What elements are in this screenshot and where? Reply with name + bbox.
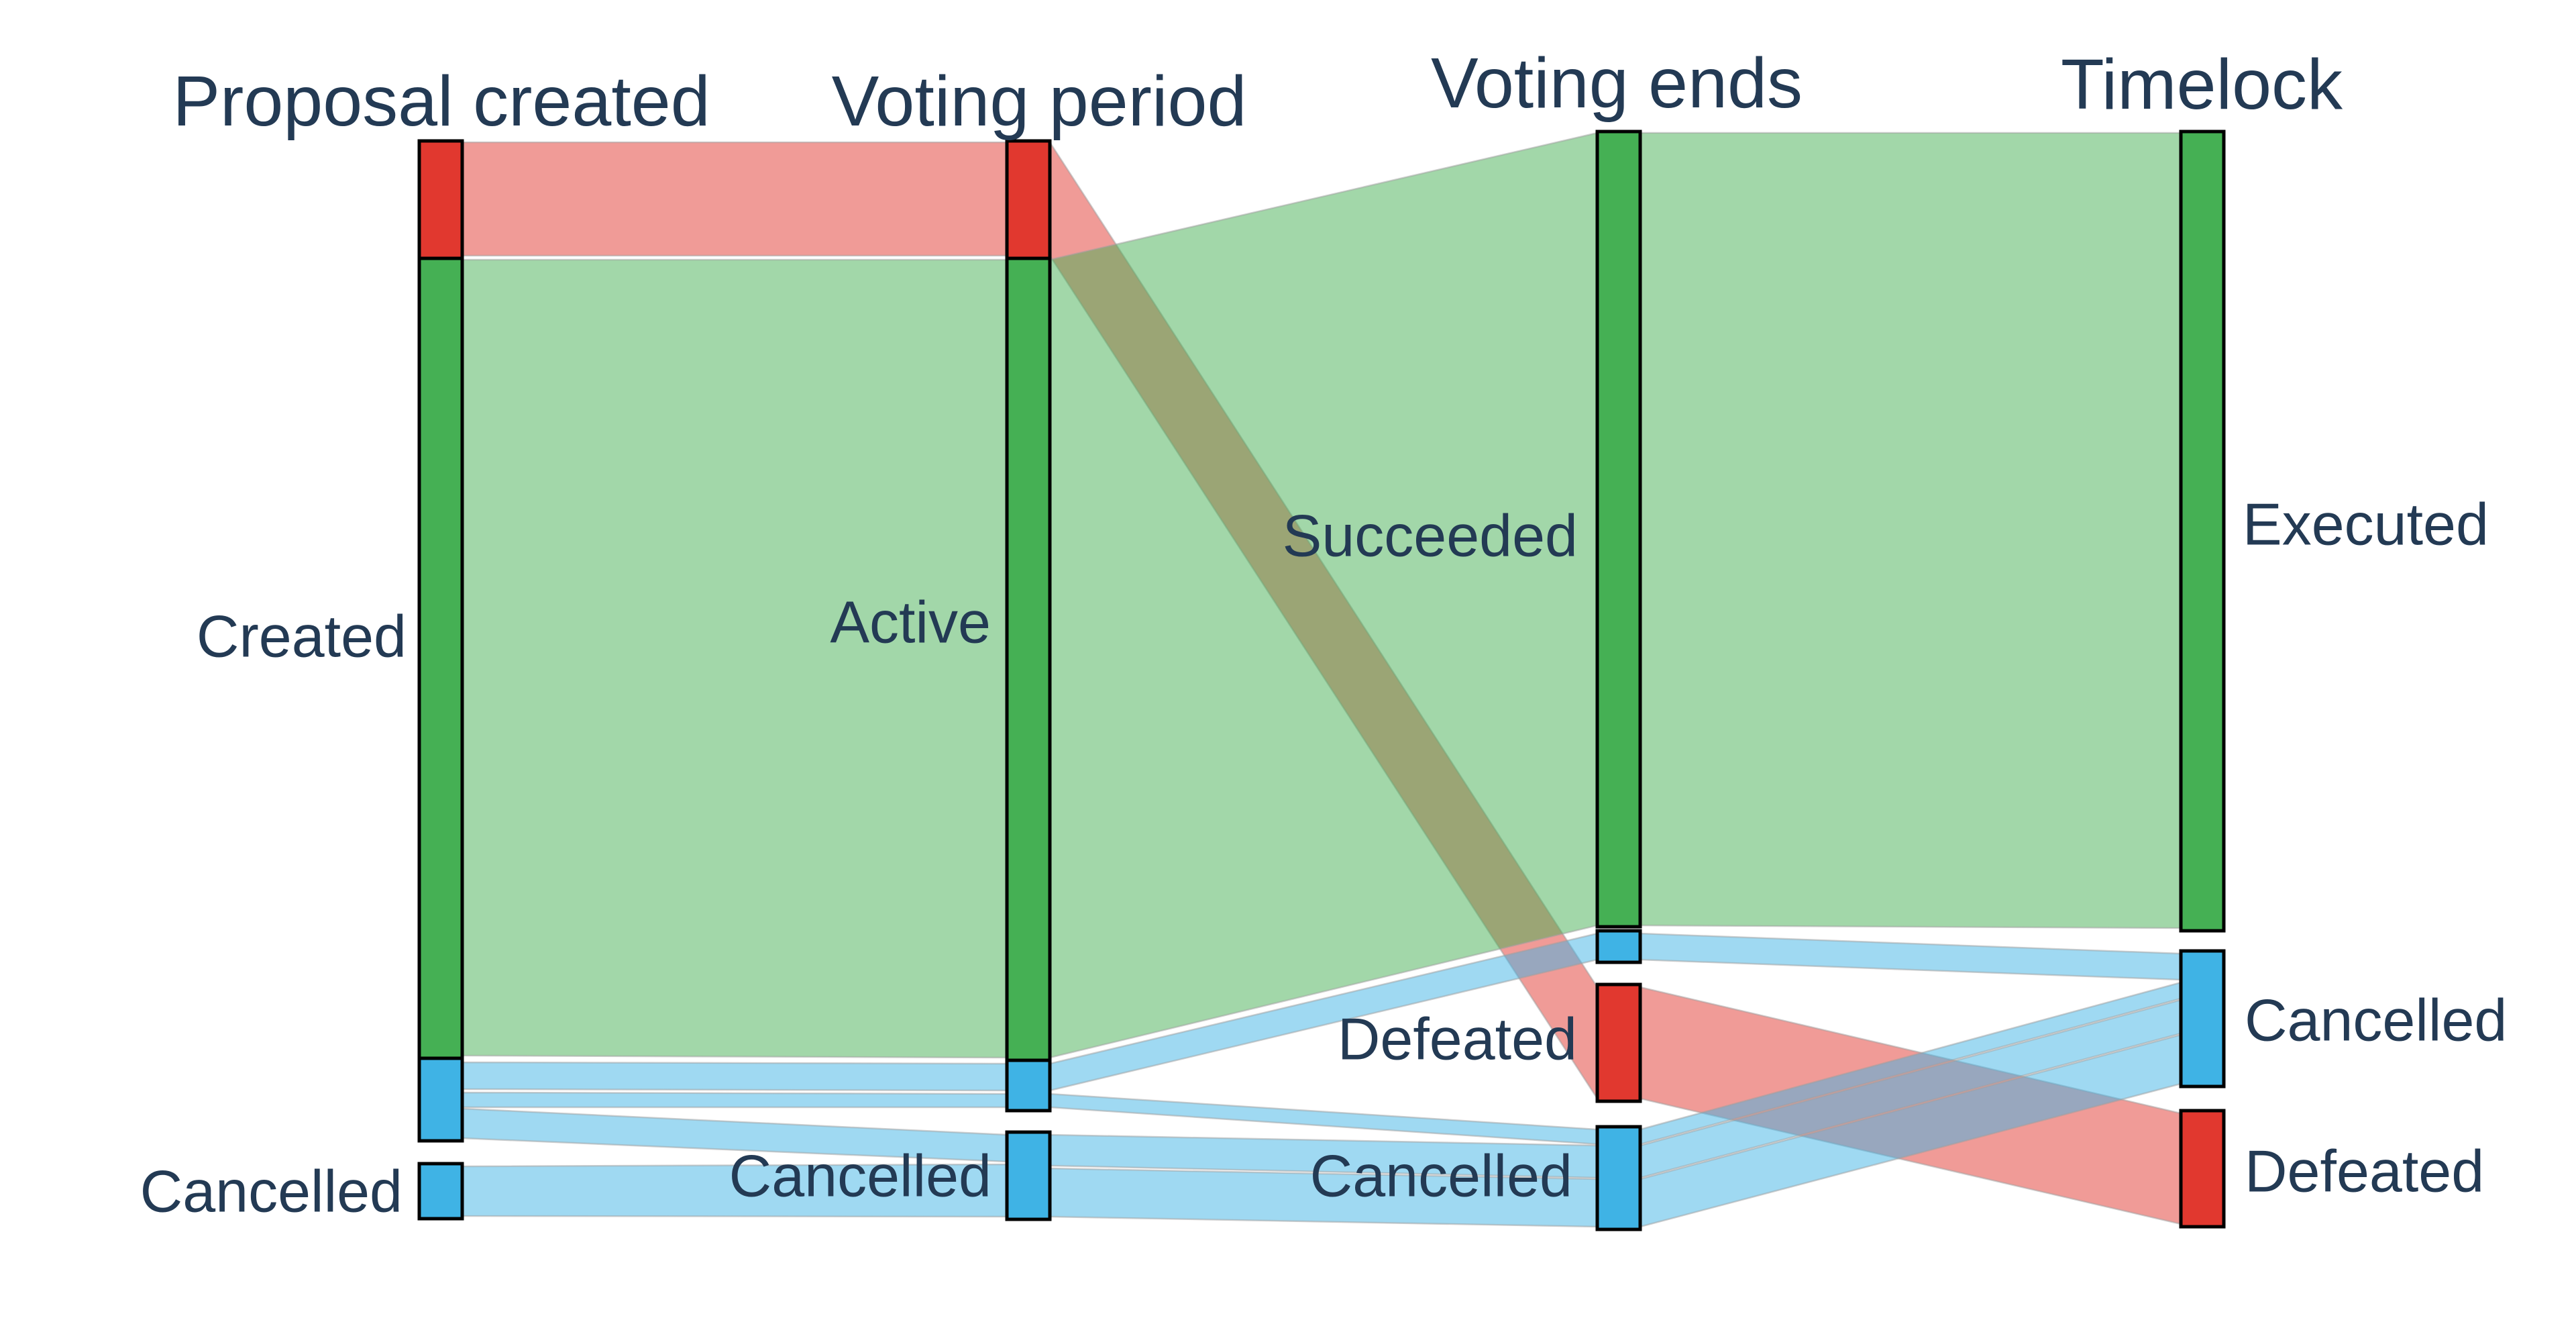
sankey-node-cancelled-4[interactable] xyxy=(2179,949,2226,1088)
sankey-node-cancelled-1[interactable] xyxy=(417,1162,464,1221)
sankey-link-created-red-to-voting-red[interactable] xyxy=(461,141,1008,257)
sankey-link-succeeded-to-executed[interactable] xyxy=(1639,132,2182,929)
sankey-node-created[interactable] xyxy=(417,256,464,1060)
node-label-created: Created xyxy=(197,603,407,670)
sankey-link-created-blue-to-active-blue[interactable] xyxy=(461,1061,1008,1092)
node-label-active: Active xyxy=(830,589,991,656)
sankey-node-defeated-3[interactable] xyxy=(1595,982,1642,1103)
sankey-node-active-blue[interactable] xyxy=(1005,1058,1052,1113)
sankey-node-executed[interactable] xyxy=(2179,130,2226,933)
stage-header-2: Voting ends xyxy=(1431,44,1803,123)
sankey-nodes xyxy=(417,130,2226,1231)
stage-header-0: Proposal created xyxy=(172,62,710,141)
sankey-link-created-blue-to-active-blue[interactable] xyxy=(461,1091,1008,1109)
node-label-defeated-4: Defeated xyxy=(2245,1138,2484,1205)
node-label-cancelled-2: Cancelled xyxy=(729,1143,991,1209)
sankey-node-created-blue[interactable] xyxy=(417,1056,464,1143)
sankey-node-succeeded[interactable] xyxy=(1595,130,1642,929)
stage-header-3: Timelock xyxy=(2061,45,2343,124)
node-label-cancelled-3: Cancelled xyxy=(1310,1143,1572,1209)
sankey-link-created-to-active[interactable] xyxy=(461,258,1008,1059)
sankey-link-active-to-succeeded[interactable] xyxy=(1049,132,1599,1059)
sankey-node-cancelled-2[interactable] xyxy=(1005,1130,1052,1221)
sankey-node-created-red[interactable] xyxy=(417,139,464,260)
sankey-node-succeeded-blue[interactable] xyxy=(1595,929,1642,964)
sankey-node-active[interactable] xyxy=(1005,256,1052,1062)
node-label-cancelled-1: Cancelled xyxy=(140,1158,402,1225)
stage-header-1: Voting period xyxy=(832,62,1247,141)
node-label-defeated-3: Defeated xyxy=(1338,1006,1577,1072)
node-label-cancelled-4: Cancelled xyxy=(2245,987,2507,1054)
node-label-succeeded: Succeeded xyxy=(1283,503,1578,569)
sankey-node-labels: Created Cancelled Active Cancelled Succeeded… xyxy=(140,491,2508,1225)
sankey-node-cancelled-3[interactable] xyxy=(1595,1125,1642,1231)
stage-headers: Proposal created Voting period Voting ends… xyxy=(172,44,2343,141)
sankey-node-defeated-4[interactable] xyxy=(2179,1109,2226,1229)
sankey-node-voting-red[interactable] xyxy=(1005,139,1052,260)
sankey-links xyxy=(461,132,2182,1228)
node-label-executed: Executed xyxy=(2243,491,2489,558)
